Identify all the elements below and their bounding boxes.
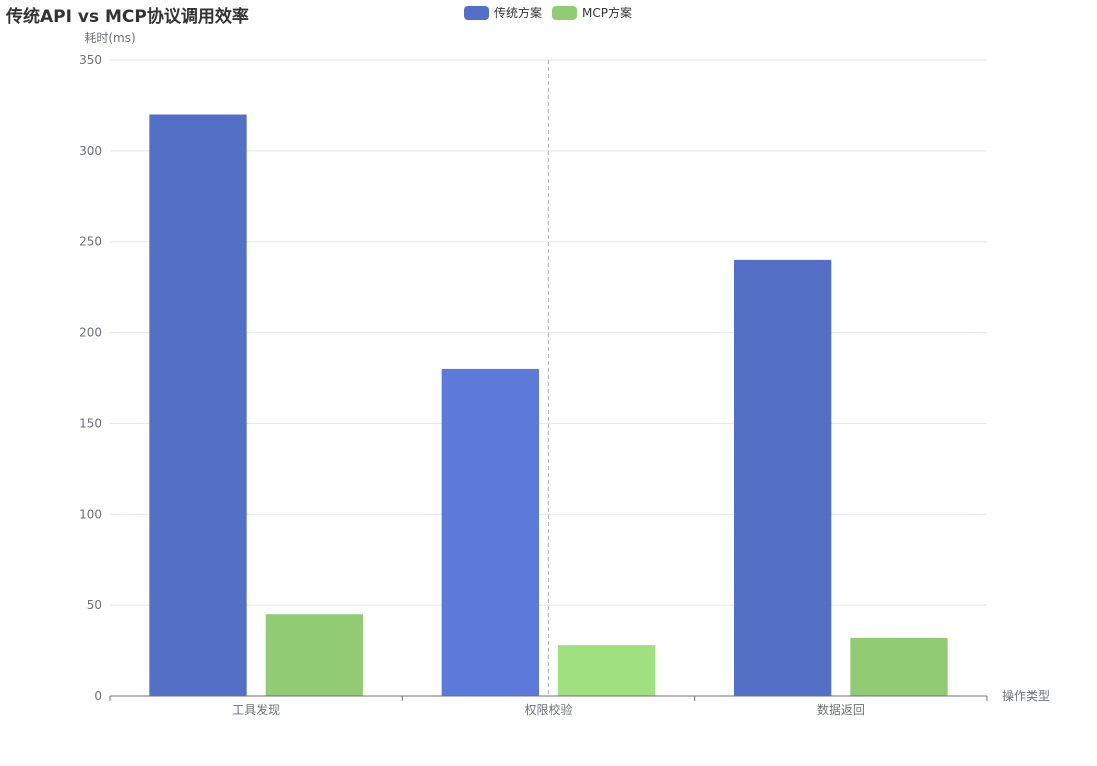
y-tick-label: 250 — [79, 235, 102, 249]
bar[interactable] — [265, 614, 364, 696]
x-tick-label: 工具发现 — [232, 702, 280, 717]
y-tick-label: 0 — [94, 689, 102, 703]
y-tick-label: 200 — [79, 326, 102, 340]
bar[interactable] — [558, 645, 656, 696]
bar[interactable] — [441, 368, 539, 696]
y-tick-label: 300 — [79, 144, 102, 158]
y-tick-label: 350 — [79, 53, 102, 67]
y-tick-label: 100 — [79, 507, 102, 521]
y-tick-label: 50 — [87, 598, 102, 612]
legend-swatch-traditional — [464, 5, 489, 20]
x-tick-label: 权限校验 — [524, 702, 572, 717]
bar[interactable] — [733, 259, 832, 696]
y-axis-label: 耗时(ms) — [84, 31, 135, 45]
legend-label-mcp: MCP方案 — [582, 6, 632, 20]
y-tick-label: 150 — [79, 416, 102, 430]
bar[interactable] — [149, 114, 247, 696]
legend-label-traditional: 传统方案 — [494, 6, 543, 20]
x-tick-label: 数据返回 — [817, 702, 865, 717]
x-axis-label: 操作类型 — [1002, 688, 1050, 703]
legend-item-traditional[interactable]: 传统方案 — [464, 4, 542, 21]
legend: 传统方案 MCP方案 — [464, 4, 632, 21]
legend-swatch-mcp — [552, 5, 578, 20]
legend-item-mcp[interactable]: MCP方案 — [552, 4, 632, 21]
bar[interactable] — [850, 637, 948, 696]
chart-title: 传统API vs MCP协议调用效率 — [6, 7, 249, 27]
